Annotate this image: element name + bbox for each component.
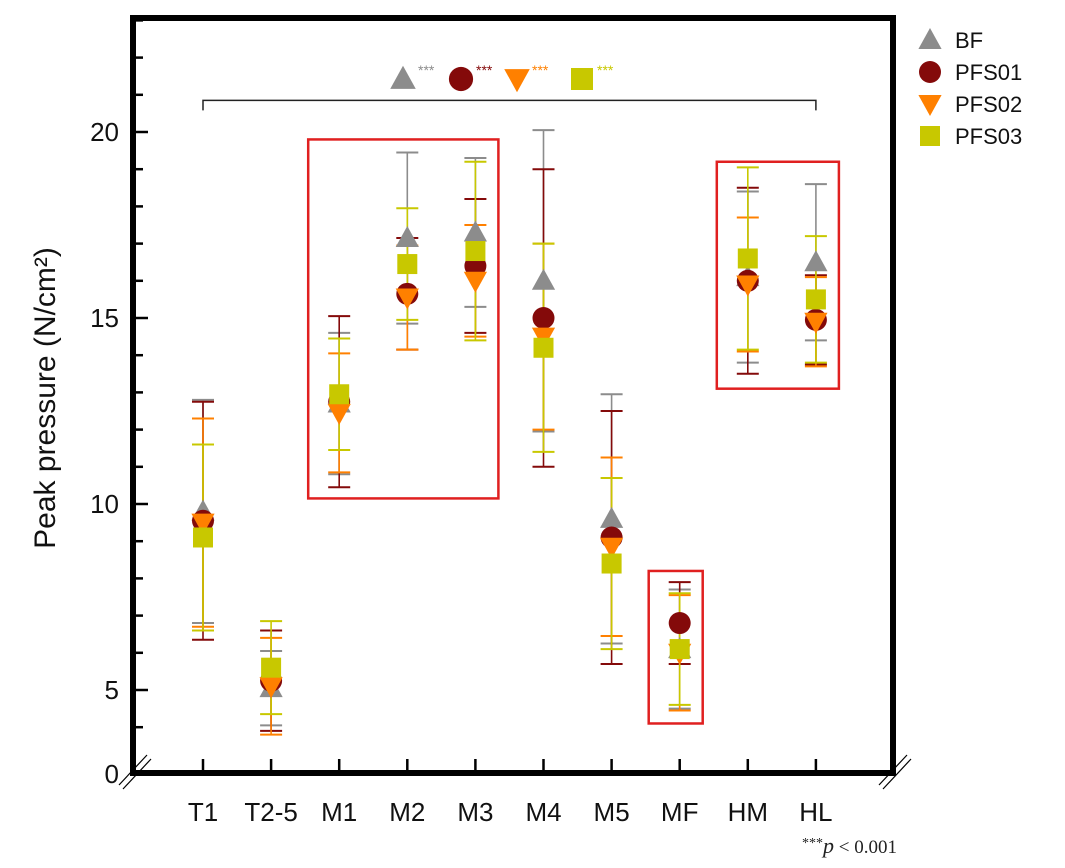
significance-marker	[390, 65, 416, 89]
significance-stars: ***	[532, 62, 549, 78]
x-tick-label: M4	[525, 797, 561, 827]
series-pfs03	[192, 160, 827, 716]
x-tick-label: T1	[188, 797, 218, 827]
axis-break-mark	[118, 754, 148, 786]
y-tick-label: 5	[105, 675, 119, 705]
data-point	[261, 657, 282, 678]
legend-marker	[918, 95, 942, 116]
x-tick-label: HL	[799, 797, 832, 827]
significance-annotation: *** *** *** ***	[202, 62, 817, 111]
data-point	[259, 677, 283, 699]
data-point	[193, 527, 213, 548]
highlight-box	[647, 569, 704, 725]
markers-pfs01	[192, 254, 827, 692]
markers-pfs03	[193, 241, 826, 678]
data-point	[805, 289, 826, 310]
x-tick-label: M2	[389, 797, 425, 827]
data-point	[532, 307, 555, 329]
data-point	[804, 250, 828, 272]
series-pfs02	[192, 216, 827, 736]
data-point	[329, 384, 350, 405]
data-point	[600, 537, 624, 559]
significance-marker	[571, 68, 593, 90]
data-point	[669, 639, 690, 660]
x-tick-label: HM	[728, 797, 768, 827]
legend-label: BF	[955, 28, 983, 53]
y-tick-label-zero: 0	[105, 759, 119, 789]
legend-marker	[918, 28, 942, 49]
x-tick-label: T2-5	[244, 797, 297, 827]
legend-marker	[920, 126, 940, 146]
data-point	[531, 268, 556, 290]
legend-label: PFS02	[955, 92, 1022, 117]
footnote-p: p	[821, 833, 834, 858]
data-point	[668, 612, 691, 635]
legend-label: PFS03	[955, 124, 1022, 149]
significance-bracket	[202, 99, 817, 111]
x-tick-label: MF	[661, 797, 699, 827]
axis-break-mark	[882, 758, 912, 790]
data-point	[463, 271, 487, 293]
data-point	[533, 337, 554, 358]
data-point	[601, 553, 622, 574]
highlight-box	[715, 160, 841, 390]
axis-break-mark	[122, 758, 152, 790]
axes: 5 10 15 20 0 T1 T2-5 M1 M2 M3 M4 M5 MF HM HL	[90, 15, 912, 827]
significance-stars: ***	[476, 62, 493, 78]
footnote: ***p < 0.001	[802, 833, 897, 858]
significance-stars: ***	[418, 62, 435, 78]
significance-marker	[504, 69, 530, 93]
markers-pfs02	[191, 271, 828, 699]
data-point	[737, 248, 758, 269]
data-point	[397, 254, 418, 275]
series-pfs01	[192, 168, 827, 732]
highlight-box	[306, 138, 500, 500]
axis-break-mark	[878, 754, 908, 786]
markers-bf	[191, 220, 828, 698]
y-tick-label: 10	[90, 489, 119, 519]
data-point	[327, 403, 351, 425]
significance-stars: ***	[597, 62, 614, 78]
footnote-stars: ***	[802, 836, 823, 851]
data-point	[191, 513, 215, 535]
data-point	[395, 226, 419, 248]
y-axis-label: Peak pressure (N/cm²)	[29, 247, 62, 549]
series-bf	[192, 129, 827, 727]
significance-marker	[448, 66, 474, 92]
plot-frame	[130, 15, 896, 776]
data-point	[395, 288, 419, 310]
legend: BF PFS01 PFS02 PFS03	[918, 28, 1022, 149]
data-point	[736, 275, 760, 297]
x-tick-label: M5	[594, 797, 630, 827]
highlight-boxes	[306, 138, 841, 725]
data-point	[804, 312, 828, 334]
x-tick-label: M1	[321, 797, 357, 827]
data-marks	[191, 129, 828, 736]
legend-label: PFS01	[955, 60, 1022, 85]
y-tick-label: 15	[90, 303, 119, 333]
footnote-threshold: < 0.001	[834, 837, 897, 858]
x-tick-label: M3	[457, 797, 493, 827]
data-point	[463, 220, 487, 242]
y-tick-label: 20	[90, 117, 119, 147]
data-point	[600, 506, 624, 528]
legend-marker	[919, 61, 941, 83]
data-point	[465, 241, 486, 262]
